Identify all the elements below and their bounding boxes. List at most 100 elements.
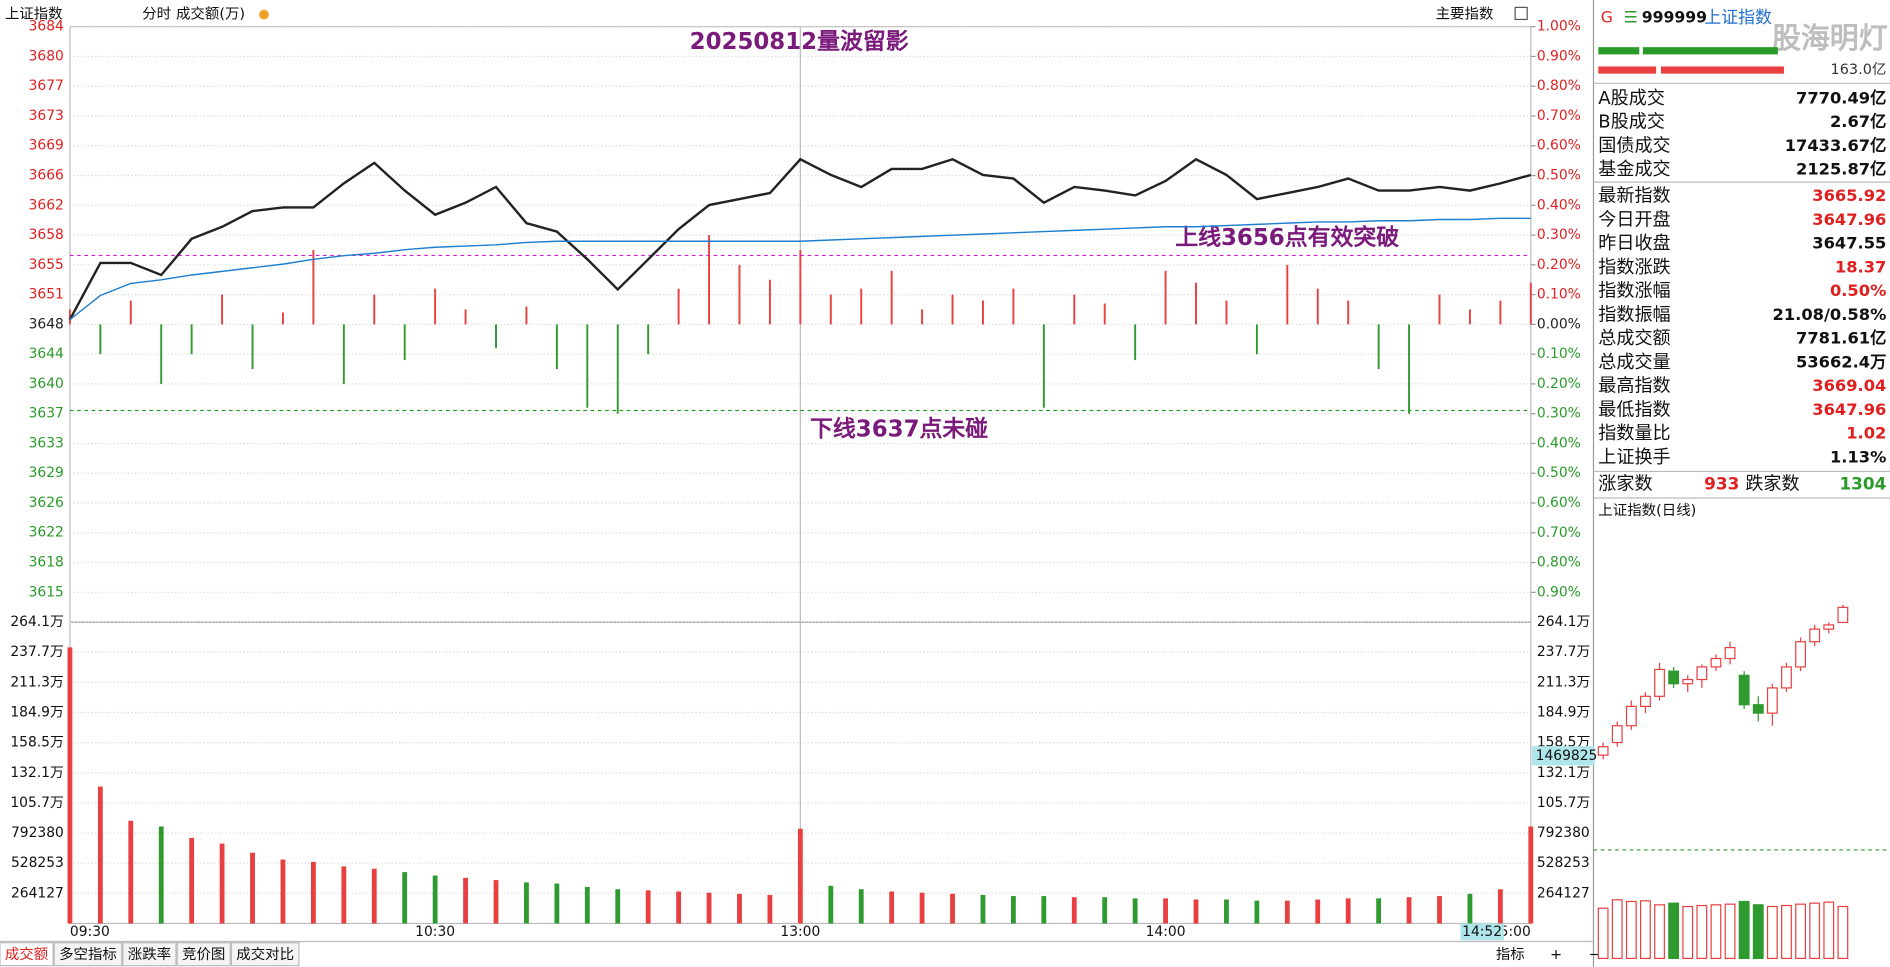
flow-bar [951, 294, 954, 325]
flow-bar [525, 306, 528, 325]
y2-tick-label: 528253 [1537, 855, 1590, 871]
index-menu[interactable]: 主要指数 [1436, 6, 1494, 23]
flow-bar [1134, 324, 1137, 361]
tab-label[interactable]: 多空指标 [59, 946, 117, 963]
volume-bar [402, 872, 408, 924]
volume-bar [341, 866, 347, 924]
flow-bar [1042, 324, 1045, 408]
tab[interactable] [122, 942, 177, 967]
volume-bar [1102, 897, 1108, 924]
row-value: 1.02 [1846, 424, 1886, 443]
mini-volume [1654, 904, 1665, 960]
y2-tick-label: 237.7万 [1537, 644, 1591, 660]
volume-bar [493, 880, 499, 924]
mini-volume [1795, 903, 1806, 960]
flow-bar [342, 324, 345, 384]
indicator-icon[interactable] [259, 9, 269, 20]
status-bar [1598, 66, 1657, 74]
watermark: 股海明灯 [1772, 21, 1888, 55]
y2-tick-label: 0.30% [1537, 406, 1581, 422]
y-tick-label: 3669 [29, 138, 64, 154]
y-tick-label: 3662 [29, 197, 64, 213]
y2-tick-label: 0.60% [1537, 495, 1581, 511]
flow-bar [860, 288, 863, 325]
flow-bar [160, 324, 163, 384]
menu-icon[interactable]: ☰ [1624, 8, 1638, 27]
panel-toggle[interactable] [1514, 6, 1528, 21]
candle-body [1724, 646, 1736, 660]
y2-tick-label: 264.1万 [1537, 614, 1591, 630]
row-label: 指数振幅 [1598, 304, 1670, 325]
status-bar [1642, 47, 1778, 55]
flow-bar [1012, 288, 1015, 325]
flow-bar [129, 300, 132, 325]
y2-tick-label: 0.50% [1537, 168, 1581, 184]
flow-bar [768, 279, 771, 325]
mode[interactable]: 分时 [142, 6, 171, 23]
flow-bar [312, 249, 315, 325]
mini-volume [1597, 907, 1609, 960]
flow-bar [586, 324, 589, 408]
flow-bar [982, 300, 984, 325]
tab-label[interactable]: 成交额 [5, 945, 49, 963]
row-label: 指数涨幅 [1598, 281, 1670, 302]
tab-label[interactable]: 成交对比 [236, 945, 294, 963]
y2-tick-label: 0.90% [1537, 584, 1581, 600]
candle-body [1710, 657, 1722, 668]
candle-body [1752, 704, 1764, 714]
flow-bar [890, 270, 893, 325]
y-tick-label: 3622 [29, 525, 64, 541]
row-label: 指数涨跌 [1598, 257, 1670, 278]
right-tab[interactable]: + [1550, 947, 1562, 963]
volume-bar [645, 890, 651, 924]
row-label: 国债成交 [1598, 135, 1670, 156]
tab-label[interactable]: 竞价图 [182, 945, 225, 963]
y-tick-label: 211.3万 [10, 674, 64, 690]
flow-bar [708, 235, 711, 325]
flow-bar [1347, 300, 1350, 325]
flow-bar [1468, 309, 1471, 325]
y-tick-label: 158.5万 [10, 735, 64, 751]
volume-bar [950, 893, 955, 924]
volume-bar [706, 892, 712, 924]
row-label: 最新指数 [1598, 186, 1670, 207]
row-label: B股成交 [1598, 112, 1665, 133]
y2-tick-label: 792380 [1537, 825, 1590, 841]
y2-tick-label: 0.10% [1537, 287, 1581, 303]
code: 999999 [1642, 8, 1707, 27]
candle-body [1696, 666, 1708, 681]
flow-bar [616, 324, 619, 414]
volume-bar [615, 889, 621, 924]
volume-bar [219, 843, 225, 924]
candle-body [1809, 628, 1821, 643]
row-value: 3647.96 [1812, 210, 1886, 229]
volume-bar [858, 889, 864, 924]
flow-bar [373, 294, 376, 325]
tab[interactable] [0, 942, 54, 967]
row-value: 3647.55 [1812, 234, 1886, 253]
mini-volume [1724, 903, 1736, 960]
candle-body [1668, 670, 1680, 685]
status-bar [1598, 47, 1640, 55]
y2-tick-label: 1.00% [1537, 19, 1581, 35]
tab[interactable] [53, 942, 123, 967]
mini-volume [1837, 905, 1849, 960]
volume-bar [1163, 898, 1168, 924]
flow-bar [555, 324, 558, 370]
index-name: 上证指数 [1704, 7, 1772, 27]
annotation: 下线3637点未碰 [810, 415, 988, 442]
row-label: 最高指数 [1598, 376, 1670, 397]
tab[interactable] [230, 942, 300, 967]
row-label: 指数量比 [1598, 423, 1670, 444]
volume-bar [250, 852, 255, 924]
flow-bar [1529, 282, 1532, 325]
volume-bar [463, 877, 468, 924]
right-tab[interactable]: 指标 [1496, 946, 1525, 963]
candle-body [1823, 624, 1835, 630]
flow-bar [921, 309, 924, 325]
tab-label[interactable]: 涨跌率 [128, 946, 171, 963]
indicator[interactable]: 成交额(万) [176, 5, 245, 23]
tab[interactable] [176, 942, 231, 967]
candle-body [1640, 695, 1651, 708]
